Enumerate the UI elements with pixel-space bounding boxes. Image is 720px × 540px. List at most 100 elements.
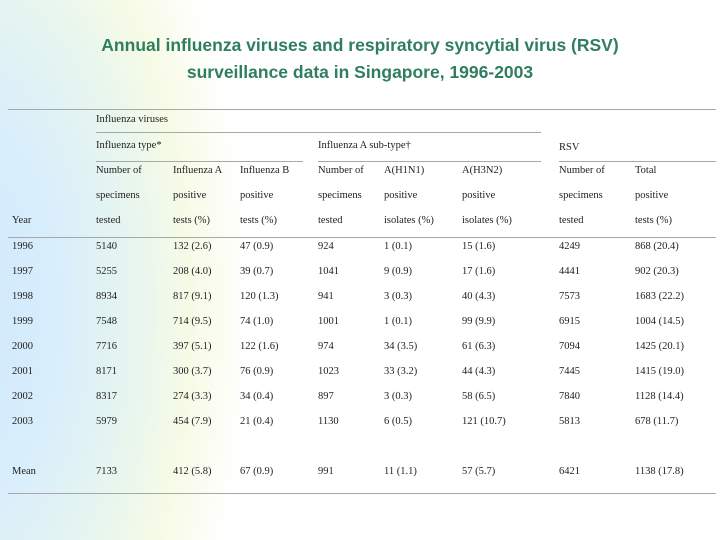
mean-cell-influenza-b: 67 (0.9) bbox=[240, 466, 274, 477]
table-cell-rsv-total: 902 (20.3) bbox=[635, 266, 679, 277]
table-cell-h3n2: 58 (6.5) bbox=[462, 391, 496, 402]
group-rule-type bbox=[96, 161, 303, 162]
mean-cell-h1n1: 11 (1.1) bbox=[384, 466, 417, 477]
table-cell-h3n2: 15 (1.6) bbox=[462, 241, 496, 252]
table-cell-influenza-a: 817 (9.1) bbox=[173, 291, 212, 302]
mean-cell-rsv-specimens: 6421 bbox=[559, 466, 580, 477]
group-header-influenza: Influenza viruses bbox=[96, 114, 169, 125]
group-header-subtype: Influenza A sub-type† bbox=[318, 140, 411, 151]
table-cell-influenza-a: 132 (2.6) bbox=[173, 241, 212, 252]
column-header-rsv-total: Total bbox=[635, 165, 657, 176]
column-header-h1n1: isolates (%) bbox=[384, 215, 434, 226]
table-cell-influenza-a: 208 (4.0) bbox=[173, 266, 212, 277]
table-cell-h3n2: 17 (1.6) bbox=[462, 266, 496, 277]
table-cell-rsv-specimens: 7445 bbox=[559, 366, 580, 377]
table-cell-flu-specimens: 5979 bbox=[96, 416, 117, 427]
table-cell-h3n2: 61 (6.3) bbox=[462, 341, 496, 352]
column-header-h1n1: A(H1N1) bbox=[384, 165, 425, 176]
table-top-rule bbox=[8, 109, 716, 110]
table-cell-rsv-total: 678 (11.7) bbox=[635, 416, 679, 427]
table-cell-rsv-specimens: 4441 bbox=[559, 266, 580, 277]
table-cell-rsv-total: 1415 (19.0) bbox=[635, 366, 684, 377]
mean-cell-year: Mean bbox=[12, 466, 36, 477]
mean-cell-influenza-a: 412 (5.8) bbox=[173, 466, 212, 477]
column-header-subtype-specimens: tested bbox=[318, 215, 343, 226]
table-cell-flu-specimens: 8171 bbox=[96, 366, 117, 377]
table-cell-h1n1: 34 (3.5) bbox=[384, 341, 418, 352]
table-cell-rsv-specimens: 4249 bbox=[559, 241, 580, 252]
mean-cell-rsv-total: 1138 (17.8) bbox=[635, 466, 684, 477]
table-cell-subtype-specimens: 897 bbox=[318, 391, 334, 402]
column-header-influenza-b: positive bbox=[240, 190, 274, 201]
group-rule-rsv bbox=[559, 161, 716, 162]
table-cell-influenza-b: 21 (0.4) bbox=[240, 416, 274, 427]
table-cell-rsv-total: 1004 (14.5) bbox=[635, 316, 684, 327]
table-cell-influenza-b: 47 (0.9) bbox=[240, 241, 274, 252]
group-header-rsv: RSV bbox=[559, 142, 580, 153]
group-header-type: Influenza type* bbox=[96, 140, 162, 151]
column-header-influenza-b: Influenza B bbox=[240, 165, 290, 176]
table-cell-rsv-specimens: 7840 bbox=[559, 391, 580, 402]
table-cell-flu-specimens: 5255 bbox=[96, 266, 117, 277]
table-cell-influenza-a: 300 (3.7) bbox=[173, 366, 212, 377]
column-header-flu-specimens: tested bbox=[96, 215, 121, 226]
column-header-flu-specimens: specimens bbox=[96, 190, 140, 201]
table-cell-influenza-b: 76 (0.9) bbox=[240, 366, 274, 377]
column-header-rsv-total: positive bbox=[635, 190, 669, 201]
header-bottom-rule bbox=[8, 237, 716, 238]
table-cell-influenza-b: 34 (0.4) bbox=[240, 391, 274, 402]
table-cell-subtype-specimens: 1001 bbox=[318, 316, 339, 327]
mean-cell-flu-specimens: 7133 bbox=[96, 466, 117, 477]
mean-cell-h3n2: 57 (5.7) bbox=[462, 466, 496, 477]
table-cell-year: 2002 bbox=[12, 391, 33, 402]
table-cell-h1n1: 3 (0.3) bbox=[384, 391, 412, 402]
table-cell-flu-specimens: 8317 bbox=[96, 391, 117, 402]
table-cell-h1n1: 1 (0.1) bbox=[384, 316, 412, 327]
group-rule-subtype bbox=[318, 161, 541, 162]
table-cell-year: 1998 bbox=[12, 291, 33, 302]
table-cell-rsv-total: 1128 (14.4) bbox=[635, 391, 684, 402]
table-cell-subtype-specimens: 924 bbox=[318, 241, 334, 252]
column-header-rsv-total: tests (%) bbox=[635, 215, 673, 226]
column-header-influenza-a: positive bbox=[173, 190, 207, 201]
column-header-rsv-specimens: specimens bbox=[559, 190, 603, 201]
table-cell-year: 2000 bbox=[12, 341, 33, 352]
table-cell-subtype-specimens: 1041 bbox=[318, 266, 339, 277]
column-header-subtype-specimens: Number of bbox=[318, 165, 364, 176]
table-cell-influenza-b: 120 (1.3) bbox=[240, 291, 279, 302]
title-line-2: surveillance data in Singapore, 1996-200… bbox=[186, 62, 534, 82]
table-cell-h3n2: 40 (4.3) bbox=[462, 291, 496, 302]
column-header-h1n1: positive bbox=[384, 190, 418, 201]
table-cell-rsv-total: 1425 (20.1) bbox=[635, 341, 684, 352]
table-cell-year: 2003 bbox=[12, 416, 33, 427]
table-cell-h1n1: 9 (0.9) bbox=[384, 266, 412, 277]
table-cell-subtype-specimens: 1023 bbox=[318, 366, 339, 377]
table-cell-flu-specimens: 5140 bbox=[96, 241, 117, 252]
title-line-1: Annual influenza viruses and respiratory… bbox=[101, 35, 619, 55]
table-cell-year: 1996 bbox=[12, 241, 33, 252]
table-bottom-rule bbox=[8, 493, 716, 494]
table-cell-rsv-specimens: 7573 bbox=[559, 291, 580, 302]
table-cell-h3n2: 121 (10.7) bbox=[462, 416, 506, 427]
column-header-h3n2: positive bbox=[462, 190, 496, 201]
table-cell-rsv-total: 1683 (22.2) bbox=[635, 291, 684, 302]
column-header-influenza-b: tests (%) bbox=[240, 215, 278, 226]
column-header-influenza-a: tests (%) bbox=[173, 215, 211, 226]
column-header-rsv-specimens: tested bbox=[559, 215, 584, 226]
table-cell-subtype-specimens: 974 bbox=[318, 341, 334, 352]
table-cell-subtype-specimens: 1130 bbox=[318, 416, 339, 427]
table-cell-influenza-b: 122 (1.6) bbox=[240, 341, 279, 352]
table-cell-flu-specimens: 8934 bbox=[96, 291, 117, 302]
table-cell-flu-specimens: 7716 bbox=[96, 341, 117, 352]
slide-title: Annual influenza viruses and respiratory… bbox=[0, 32, 720, 86]
group-rule-influenza bbox=[96, 132, 541, 133]
table-cell-year: 2001 bbox=[12, 366, 33, 377]
table-cell-influenza-a: 274 (3.3) bbox=[173, 391, 212, 402]
table-cell-year: 1999 bbox=[12, 316, 33, 327]
table-cell-flu-specimens: 7548 bbox=[96, 316, 117, 327]
table-cell-h3n2: 99 (9.9) bbox=[462, 316, 496, 327]
table-cell-h3n2: 44 (4.3) bbox=[462, 366, 496, 377]
table-cell-h1n1: 1 (0.1) bbox=[384, 241, 412, 252]
table-cell-h1n1: 3 (0.3) bbox=[384, 291, 412, 302]
table-cell-influenza-b: 39 (0.7) bbox=[240, 266, 274, 277]
